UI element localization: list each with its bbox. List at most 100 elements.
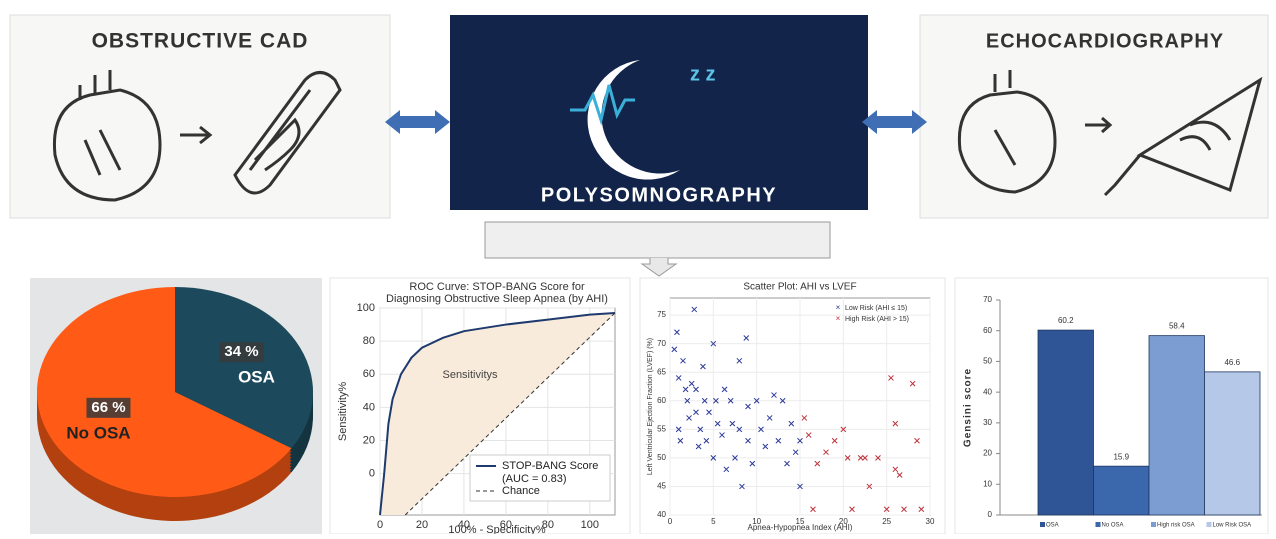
chart-title: Diagnosing Obstructive Sleep Apnea (by A… [386,293,608,305]
value-label: 58.4 [1169,322,1185,331]
sleep-icon: z z [570,60,716,180]
point [700,363,706,370]
point [857,455,864,461]
bar [1093,465,1150,516]
category-swatch [1095,522,1101,527]
legend-annotation: (AUC = 0.83) [502,473,567,485]
point [736,426,743,433]
point [745,437,751,444]
sensitivity-area [380,312,615,515]
point [918,506,925,513]
y-tick-label: 100 [357,302,375,314]
category-label: No OSA [66,423,130,442]
y-tick-label: 60 [983,326,992,335]
point [677,437,684,444]
point [675,426,682,433]
bar [1037,329,1094,516]
point [745,403,751,410]
point [892,420,899,427]
point [866,483,873,490]
value-label: 15.9 [1113,452,1129,461]
point [693,409,699,416]
panel-title: ECHOCARDIOGRAPHY [986,30,1224,52]
heart-echo-icon [957,70,1263,197]
point [823,449,829,456]
y-tick-label: 50 [657,453,666,462]
value-label: 46.6 [1224,358,1240,367]
y-tick-label: 10 [983,479,992,488]
point [719,432,725,438]
connector-box [484,221,831,259]
y-tick-label: 40 [657,510,666,519]
legend-label: Low Risk (AHI ≤ 15) [845,305,907,312]
x-tick-label: 100 [581,519,599,531]
legend-swatch: × [836,303,841,312]
point [701,397,708,404]
x-tick-label: 80 [542,519,554,531]
point [714,420,721,427]
x-tick-label: 5 [711,517,716,526]
x-axis-label: 100% - Specificity% [448,524,545,534]
point [680,357,686,364]
y-tick-label: 55 [657,424,666,433]
legend-box [469,454,611,502]
point [788,420,795,427]
point [844,455,851,461]
down-arrow [640,258,678,277]
point [729,420,736,427]
panel-title: OBSTRUCTIVE CAD [92,30,309,53]
y-tick-label: 20 [363,434,375,446]
point [771,392,777,398]
point [713,397,719,404]
bar [1204,371,1261,516]
x-axis-label: Apnea-Hypopnea Index (AHI) [748,523,853,532]
category-swatch [1151,522,1156,527]
x-tick-label: No OSA [1102,523,1124,529]
x-tick-label: 15 [796,517,805,526]
y-axis-label: Gensini score [963,368,974,447]
point [810,506,816,513]
point [721,386,728,393]
point [862,455,868,461]
point [801,415,808,421]
y-tick-label: 40 [983,387,992,396]
panel-echo [919,14,1269,219]
chart-title: Scatter Plot: AHI vs LVEF [743,282,856,293]
bar [1148,335,1205,516]
point [766,415,773,421]
y-tick-label: 75 [657,310,666,319]
point [739,483,745,490]
point [909,380,916,387]
x-tick-label: 0 [377,519,383,531]
point [814,460,821,467]
category-swatch [1206,522,1212,527]
category-label: OSA [238,368,275,387]
chart-title: ROC Curve: STOP-BANG Score for [409,281,585,293]
point [727,397,734,404]
point [888,375,894,381]
y-tick-label: 0 [369,468,375,480]
point [753,397,760,404]
value-label: 66 % [91,399,125,416]
point [749,460,756,467]
y-tick-label: 30 [983,418,992,427]
line [379,311,616,516]
x-tick-label: 20 [416,519,428,531]
point [686,415,692,421]
point [682,386,689,393]
y-tick-label: 50 [983,357,992,366]
point [914,437,920,444]
point [710,340,717,347]
x-tick-label: Low Risk OSA [1213,523,1252,529]
point [684,397,691,404]
x-tick-label: 0 [668,517,673,526]
point [695,443,702,450]
point [671,346,678,353]
point [784,460,790,467]
value-label-bg [86,397,131,418]
point [779,397,786,404]
x-tick-label: 40 [458,519,470,531]
x-tick-label: 10 [752,517,761,526]
point [875,455,881,461]
point [762,443,769,450]
